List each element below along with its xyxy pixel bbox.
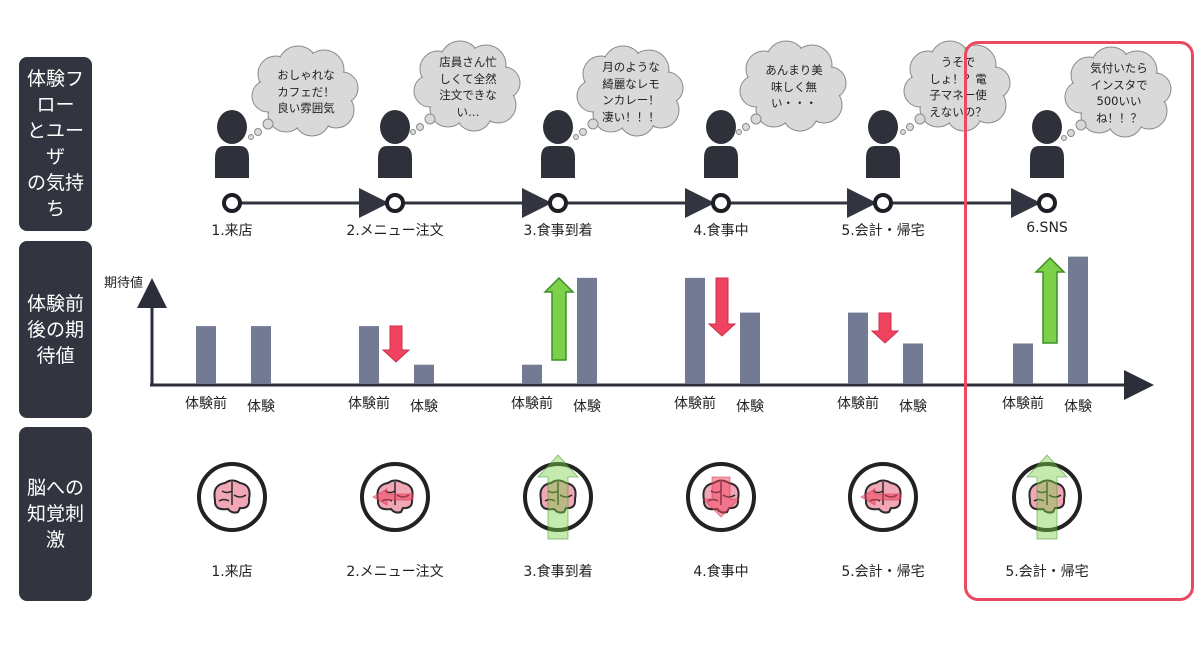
person-icon bbox=[866, 110, 900, 178]
perception-panel: 脳への 知覚刺 激 bbox=[19, 427, 92, 601]
down-arrow bbox=[381, 325, 411, 363]
timeline-node bbox=[873, 193, 893, 213]
thought-bubbles bbox=[248, 40, 1172, 141]
up-arrow bbox=[1034, 256, 1066, 344]
bar-after bbox=[577, 277, 597, 384]
bar-label-before: 体験前 bbox=[1002, 396, 1044, 412]
flow-panel: 体験フロー とユーザ の気持ち bbox=[19, 57, 92, 231]
y-axis-label: 期待値 bbox=[104, 276, 144, 291]
bar-label-after: 体験 bbox=[899, 399, 927, 415]
thought-bubble bbox=[1061, 46, 1172, 141]
expectation-panel: 体験前 後の期 待値 bbox=[19, 241, 92, 418]
perception-step-label: 1.来店 bbox=[211, 564, 253, 580]
thought-bubble bbox=[573, 45, 684, 140]
bar-after bbox=[903, 343, 923, 384]
thought-text: うそで しょ！？電 子マネー使 えないの？ bbox=[929, 55, 987, 119]
person-icon bbox=[378, 110, 412, 178]
thought-bubble bbox=[900, 40, 1011, 135]
timeline-node bbox=[548, 193, 568, 213]
expectation-chart bbox=[137, 256, 1154, 400]
bar-label-after: 体験 bbox=[247, 399, 275, 415]
bar-label-before: 体験前 bbox=[511, 396, 553, 412]
brain-icon bbox=[1028, 479, 1066, 514]
bar-before bbox=[685, 277, 705, 384]
up-arrow bbox=[543, 276, 575, 361]
timeline-node bbox=[385, 193, 405, 213]
bar-after bbox=[740, 312, 760, 384]
flow-step-label: 2.メニュー注文 bbox=[346, 223, 444, 239]
perception-step-label: 5.会計・帰宅 bbox=[841, 564, 925, 580]
perception-step-label: 2.メニュー注文 bbox=[346, 564, 444, 580]
flow-step-label: 1.来店 bbox=[211, 223, 253, 239]
flow-step-label: 6.SNS bbox=[1026, 220, 1068, 236]
brain-icon bbox=[539, 479, 577, 514]
bar-before bbox=[359, 326, 379, 384]
thought-text: 月のような 綺麗なレモ ンカレー！ 凄い！！！ bbox=[602, 60, 660, 124]
bar-before bbox=[1013, 343, 1033, 384]
person-icon bbox=[215, 110, 249, 178]
bar-before bbox=[196, 326, 216, 384]
thought-bubble bbox=[410, 40, 521, 135]
bar-label-before: 体験前 bbox=[837, 396, 879, 412]
bar-before bbox=[848, 312, 868, 384]
timeline bbox=[222, 188, 1057, 218]
people bbox=[215, 110, 1064, 178]
timeline-node bbox=[711, 193, 731, 213]
down-arrow bbox=[870, 312, 900, 344]
bar-after bbox=[414, 364, 434, 384]
flow-step-label: 4.食事中 bbox=[693, 223, 749, 239]
bar-label-after: 体験 bbox=[410, 399, 438, 415]
brain-up-arrow bbox=[1025, 454, 1069, 540]
flow-step-label: 5.会計・帰宅 bbox=[841, 223, 925, 239]
expectation-panel-label: 体験前 後の期 待値 bbox=[26, 292, 84, 367]
timeline-node bbox=[1037, 193, 1057, 213]
person-icon bbox=[704, 110, 738, 178]
bar-label-after: 体験 bbox=[1064, 399, 1092, 415]
person-icon bbox=[541, 110, 575, 178]
brain-icon bbox=[213, 479, 251, 514]
brain-side-arrow bbox=[371, 488, 414, 506]
bar-label-before: 体験前 bbox=[185, 396, 227, 412]
bar-label-before: 体験前 bbox=[348, 396, 390, 412]
brain-side-arrow bbox=[859, 488, 902, 506]
thought-text: 気付いたら インスタで 500いい ね！！？ bbox=[1090, 61, 1148, 125]
thought-text: あんまり美 味しく無 い・・・ bbox=[765, 63, 823, 111]
bar-before bbox=[522, 364, 542, 384]
bar-label-before: 体験前 bbox=[674, 396, 716, 412]
perception-panel-label: 脳への 知覚刺 激 bbox=[26, 477, 84, 551]
brain-down-arrow bbox=[701, 476, 741, 518]
thought-text: 店員さん忙 しくて全然 注文できな い… bbox=[439, 55, 497, 119]
timeline-node bbox=[222, 193, 242, 213]
brain-icons bbox=[197, 454, 1082, 540]
down-arrow bbox=[707, 277, 737, 337]
bar-label-after: 体験 bbox=[736, 399, 764, 415]
highlight-frame bbox=[964, 41, 1194, 601]
bar-label-after: 体験 bbox=[573, 399, 601, 415]
thought-bubble bbox=[248, 45, 359, 140]
perception-step-label: 4.食事中 bbox=[693, 564, 749, 580]
thought-bubble bbox=[736, 40, 847, 135]
bar-after bbox=[1068, 256, 1088, 384]
perception-step-label: 3.食事到着 bbox=[523, 564, 593, 580]
flow-panel-label: 体験フロー とユーザ の気持ち bbox=[26, 68, 84, 220]
bar-after bbox=[251, 326, 271, 384]
thought-text: おしゃれな カフェだ！ 良い雰囲気 bbox=[277, 68, 335, 116]
person-icon bbox=[1030, 110, 1064, 178]
perception-step-label: 5.会計・帰宅 bbox=[1005, 564, 1089, 580]
flow-step-label: 3.食事到着 bbox=[523, 223, 593, 239]
brain-up-arrow bbox=[536, 454, 580, 540]
